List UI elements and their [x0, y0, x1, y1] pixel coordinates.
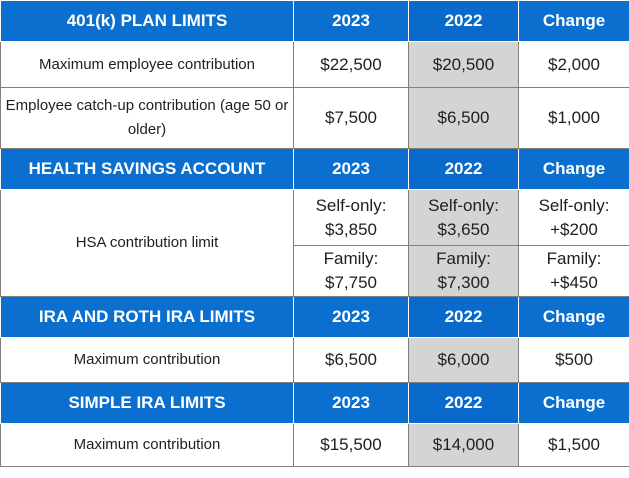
column-header-2023: 2023 [293, 296, 409, 338]
value-2022: $14,000 [408, 423, 519, 467]
value-2023: $15,500 [293, 423, 409, 467]
table-row: Maximum contribution $6,500 $6,000 $500 [0, 337, 629, 383]
row-label: Maximum employee contribution [0, 41, 294, 88]
column-header-2023: 2023 [293, 148, 409, 190]
value-2023-self-only: Self-only: $3,850 [293, 189, 409, 246]
value-2022: $20,500 [408, 41, 519, 88]
section-title: HEALTH SAVINGS ACCOUNT [0, 148, 294, 190]
table-row: Family: $7,750 Family: $7,300 Family: +$… [1, 245, 629, 297]
value-change: $1,500 [518, 423, 629, 467]
row-label: Maximum contribution [0, 423, 294, 467]
value-2023: $6,500 [293, 337, 409, 383]
value-change: $1,000 [518, 87, 629, 149]
row-label: HSA contribution limit [0, 189, 294, 297]
table-row: Maximum contribution $15,500 $14,000 $1,… [0, 423, 629, 467]
value-2022: $6,000 [408, 337, 519, 383]
table-row: HSA contribution limit Self-only: $3,850… [0, 189, 629, 297]
value-change: $2,000 [518, 41, 629, 88]
column-header-2022: 2022 [408, 382, 519, 424]
section-header-ira: IRA AND ROTH IRA LIMITS 2023 2022 Change [0, 296, 629, 338]
column-header-2022: 2022 [408, 296, 519, 338]
value-change-self-only: Self-only: +$200 [518, 189, 629, 246]
value-change: $500 [518, 337, 629, 383]
row-label: Maximum contribution [0, 337, 294, 383]
row-label: Employee catch-up contribution (age 50 o… [0, 87, 294, 149]
column-header-change: Change [518, 148, 629, 190]
section-header-401k: 401(k) PLAN LIMITS 2023 2022 Change [0, 0, 629, 42]
column-header-change: Change [518, 0, 629, 42]
value-2023-family: Family: $7,750 [293, 245, 409, 297]
column-header-2022: 2022 [408, 0, 519, 42]
column-header-2023: 2023 [293, 382, 409, 424]
section-header-simple-ira: SIMPLE IRA LIMITS 2023 2022 Change [0, 382, 629, 424]
section-header-hsa: HEALTH SAVINGS ACCOUNT 2023 2022 Change [0, 148, 629, 190]
table-row: Employee catch-up contribution (age 50 o… [0, 87, 629, 149]
value-2022-family: Family: $7,300 [408, 245, 519, 297]
section-title: SIMPLE IRA LIMITS [0, 382, 294, 424]
table-row: Maximum employee contribution $22,500 $2… [0, 41, 629, 88]
value-2022-self-only: Self-only: $3,650 [408, 189, 519, 246]
column-header-change: Change [518, 382, 629, 424]
section-title: 401(k) PLAN LIMITS [0, 0, 294, 42]
column-header-2023: 2023 [293, 0, 409, 42]
value-2023: $7,500 [293, 87, 409, 149]
contribution-limits-table: 401(k) PLAN LIMITS 2023 2022 Change Maxi… [0, 0, 629, 467]
value-2022: $6,500 [408, 87, 519, 149]
value-change-family: Family: +$450 [518, 245, 629, 297]
column-header-2022: 2022 [408, 148, 519, 190]
section-title: IRA AND ROTH IRA LIMITS [0, 296, 294, 338]
column-header-change: Change [518, 296, 629, 338]
value-2023: $22,500 [293, 41, 409, 88]
